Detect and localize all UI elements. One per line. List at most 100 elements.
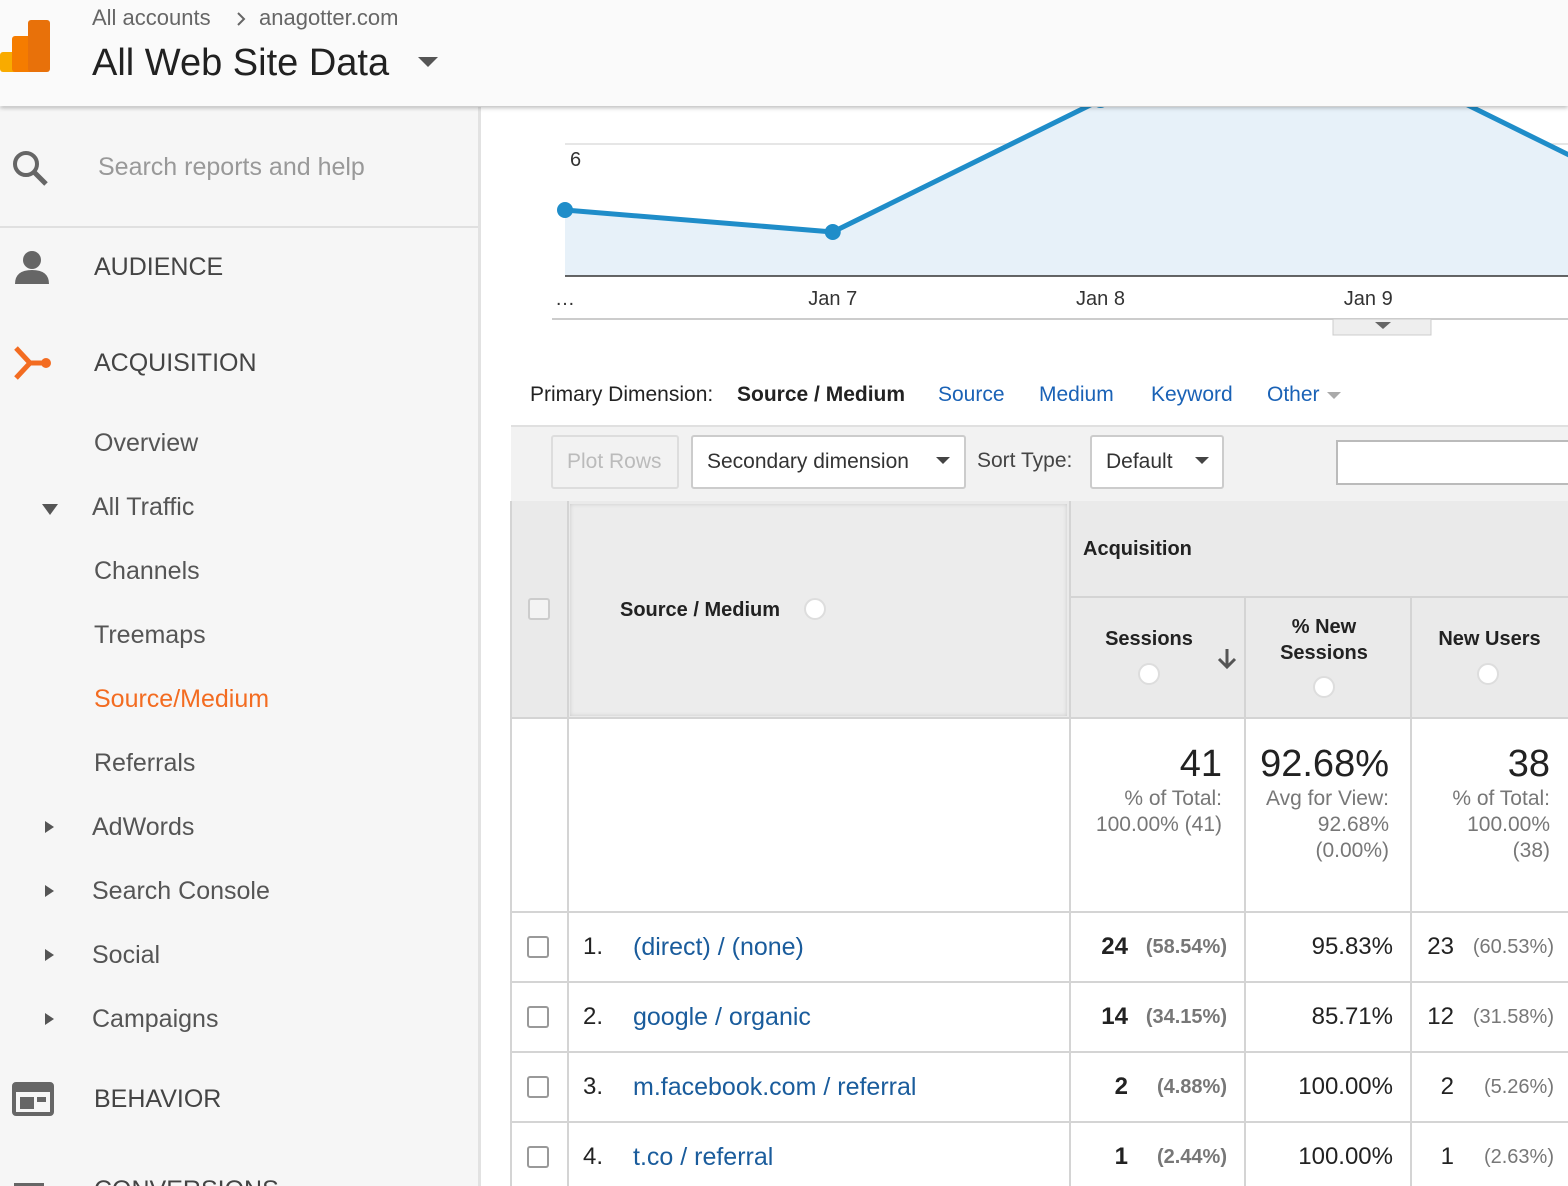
table-border	[510, 501, 512, 1186]
row-sessions-share: (58.54%)	[1146, 932, 1227, 962]
collapse-arrow[interactable]	[45, 821, 54, 833]
row-sessions-share: (2.44%)	[1157, 1142, 1227, 1172]
row-new-users-share: (5.26%)	[1484, 1072, 1554, 1102]
row-rank: 4.	[583, 1142, 603, 1172]
point	[557, 202, 573, 218]
dimension-option[interactable]: Source	[938, 380, 1005, 410]
row-divider	[511, 717, 1568, 719]
x-tick-label: …	[555, 288, 575, 310]
dimension-option[interactable]: Keyword	[1151, 380, 1233, 410]
total-new-sessions: 92.68%	[1260, 744, 1389, 784]
row-divider	[511, 981, 1568, 983]
help-icon[interactable]	[1313, 676, 1335, 698]
nav-search-console[interactable]: Search Console	[92, 876, 270, 906]
row-new-users: 1	[1441, 1142, 1454, 1172]
x-tick-label: Jan 8	[1076, 288, 1125, 310]
column-divider	[1069, 501, 1071, 1186]
total-new-users: 38	[1508, 744, 1550, 784]
y-tick-label: 6	[570, 149, 581, 171]
plot-rows-button[interactable]: Plot Rows	[551, 435, 679, 489]
secondary-dimension-dropdown[interactable]: Secondary dimension	[691, 435, 966, 489]
nav-social[interactable]: Social	[92, 940, 160, 970]
total-new-sessions-note: (0.00%)	[1315, 838, 1389, 864]
column-divider	[1244, 597, 1246, 1186]
row-source-medium[interactable]: t.co / referral	[633, 1142, 773, 1172]
total-new-users-note: % of Total:	[1452, 786, 1550, 812]
group-header: Acquisition	[1083, 536, 1192, 562]
audience-icon	[14, 250, 50, 286]
nav-referrals[interactable]: Referrals	[94, 748, 195, 778]
breadcrumb-property[interactable]: anagotter.com	[259, 3, 398, 33]
row-new-users-share: (2.63%)	[1484, 1142, 1554, 1172]
dropdown-caret	[936, 457, 950, 464]
dimension-option[interactable]: Other	[1267, 380, 1320, 410]
total-sessions: 41	[1180, 744, 1222, 784]
area	[565, 107, 1568, 276]
row-sessions-share: (4.88%)	[1157, 1072, 1227, 1102]
acquisition-icon	[12, 344, 52, 384]
select-all-checkbox[interactable]	[528, 598, 550, 620]
row-source-medium[interactable]: google / organic	[633, 1002, 811, 1032]
nav-treemaps[interactable]: Treemaps	[94, 620, 206, 650]
x-tick-label: Jan 9	[1344, 288, 1393, 310]
nav-behavior[interactable]: BEHAVIOR	[94, 1084, 221, 1114]
divider	[0, 226, 478, 228]
row-sessions: 14	[1101, 1002, 1128, 1032]
help-icon[interactable]	[1477, 663, 1499, 685]
collapse-arrow[interactable]	[45, 949, 54, 961]
nav-all-traffic[interactable]: All Traffic	[92, 492, 194, 522]
behavior-icon	[12, 1082, 54, 1116]
primary-dimension-selected: Source / Medium	[737, 380, 905, 410]
dimension-header[interactable]: Source / Medium	[620, 597, 780, 623]
row-checkbox[interactable]	[527, 1146, 549, 1168]
sidebar: Search reports and help AUDIENCE ACQUISI…	[0, 107, 481, 1186]
row-source-medium[interactable]: (direct) / (none)	[633, 932, 804, 962]
search-input[interactable]: Search reports and help	[98, 152, 365, 182]
nav-channels[interactable]: Channels	[94, 556, 200, 586]
row-checkbox[interactable]	[527, 936, 549, 958]
row-divider	[511, 1121, 1568, 1123]
nav-adwords[interactable]: AdWords	[92, 812, 194, 842]
breadcrumb-account[interactable]: All accounts	[92, 3, 211, 33]
nav-acquisition[interactable]: ACQUISITION	[94, 348, 257, 378]
nav-overview[interactable]: Overview	[94, 428, 198, 458]
row-rank: 2.	[583, 1002, 603, 1032]
search-icon	[12, 150, 50, 188]
nav-source-medium[interactable]: Source/Medium	[94, 684, 269, 714]
row-checkbox[interactable]	[527, 1006, 549, 1028]
column-header-new-users[interactable]: New Users	[1411, 626, 1568, 652]
nav-campaigns[interactable]: Campaigns	[92, 1004, 218, 1034]
row-source-medium[interactable]: m.facebook.com / referral	[633, 1072, 916, 1102]
total-sessions-note: % of Total:	[1124, 786, 1222, 812]
nav-audience[interactable]: AUDIENCE	[94, 252, 223, 282]
primary-dimension-label: Primary Dimension:	[530, 380, 713, 410]
help-icon[interactable]	[804, 598, 826, 620]
divider	[1070, 596, 1568, 598]
row-new-users-share: (31.58%)	[1473, 1002, 1554, 1032]
conversions-icon	[12, 1177, 54, 1186]
other-caret	[1327, 392, 1341, 399]
column-header-new-sessions[interactable]: % New Sessions	[1265, 614, 1383, 666]
expand-arrow[interactable]	[42, 504, 58, 515]
dimension-option[interactable]: Medium	[1039, 380, 1114, 410]
row-new-users: 23	[1427, 932, 1454, 962]
table-filter-input[interactable]	[1336, 440, 1568, 485]
nav-conversions[interactable]: CONVERSIONS	[94, 1175, 279, 1186]
sort-type-label: Sort Type:	[977, 446, 1072, 476]
column-divider	[1410, 597, 1412, 1186]
x-tick-label: Jan 7	[808, 288, 857, 310]
collapse-arrow[interactable]	[45, 885, 54, 897]
collapse-arrow[interactable]	[45, 1013, 54, 1025]
sort-desc-icon	[1216, 647, 1238, 671]
row-checkbox[interactable]	[527, 1076, 549, 1098]
header: All accounts anagotter.com All Web Site …	[0, 0, 1568, 106]
row-new-sessions: 100.00%	[1298, 1072, 1393, 1102]
row-new-users-share: (60.53%)	[1473, 932, 1554, 962]
total-new-users-note: (38)	[1513, 838, 1550, 864]
column-header-sessions[interactable]: Sessions	[1070, 626, 1228, 652]
view-dropdown-caret[interactable]	[418, 57, 438, 67]
total-new-sessions-note: 92.68%	[1318, 812, 1389, 838]
row-new-sessions: 95.83%	[1312, 932, 1393, 962]
help-icon[interactable]	[1138, 663, 1160, 685]
view-title[interactable]: All Web Site Data	[92, 40, 389, 86]
